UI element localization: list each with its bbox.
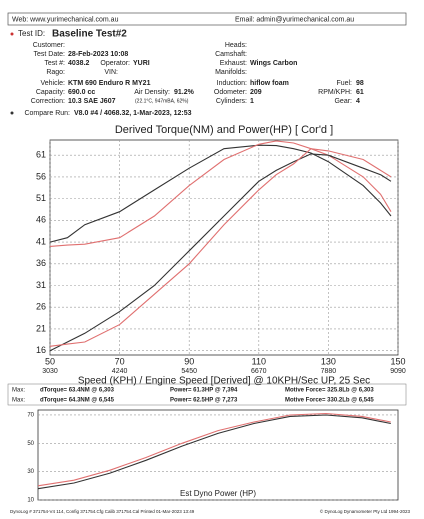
chart-title: Est Dyno Power (HP) <box>180 489 256 498</box>
y-tick-label: 10 <box>27 498 34 504</box>
field-label: Camshaft: <box>215 51 247 58</box>
y-tick-label: 51 <box>36 193 46 203</box>
field-label: Customer: <box>33 42 65 49</box>
field-label: Air Density: <box>134 89 170 96</box>
field-label: Induction: <box>217 80 247 87</box>
y-tick-label: 70 <box>27 413 34 419</box>
field-label: Vehicle: <box>40 80 65 87</box>
x-axis-label: Speed (KPH) / Engine Speed [Derived] @ 1… <box>78 376 370 387</box>
email: Email: admin@yurimechanical.com.au <box>235 16 354 23</box>
x-tick-label: 70 <box>115 356 125 366</box>
header-box <box>7 12 407 26</box>
field-label: Test #: <box>44 60 65 67</box>
y-tick-label: 41 <box>36 236 46 246</box>
field-value: 1 <box>250 98 254 105</box>
y-tick-label: 30 <box>27 469 34 475</box>
bullet <box>10 111 14 115</box>
max-item: dTorque= 63.4NM @ 6,303 <box>40 388 115 394</box>
field-label: Gear: <box>334 98 352 105</box>
x-tick-label: 110 <box>252 356 266 366</box>
max-item: dTorque= 64.3NM @ 6,545 <box>40 398 115 404</box>
x-tick-label: 150 <box>390 356 405 366</box>
x-tick-label: 130 <box>321 356 336 366</box>
test-id: Baseline Test#2 <box>52 29 127 40</box>
bullet <box>10 32 14 36</box>
field-value: 209 <box>250 89 262 96</box>
field-value: 690.0 cc <box>68 89 95 96</box>
field-value: KTM 690 Enduro R MY21 <box>68 80 151 87</box>
x2-tick-label: 6670 <box>251 368 267 375</box>
max-item: Motive Force= 330.2Lb @ 6,545 <box>285 398 374 404</box>
x2-tick-label: 9090 <box>390 368 406 375</box>
field-label: Cylinders: <box>216 98 247 105</box>
max-item: Motive Force= 325.8Lb @ 6,303 <box>285 388 374 394</box>
field-value: 28-Feb-2023 10:08 <box>68 51 128 58</box>
y-tick-label: 16 <box>36 345 46 355</box>
y-tick-label: 56 <box>36 171 46 181</box>
correction-conditions: (22.1°C, 947mBA, 62%) <box>135 98 189 104</box>
field-value: hiflow foam <box>250 80 289 87</box>
x-tick-label: 50 <box>45 356 55 366</box>
field-value: Wings Carbon <box>250 60 297 67</box>
max-item: Power= 61.3HP @ 7,394 <box>170 388 238 394</box>
test-id-label: Test ID: <box>18 29 45 38</box>
compare-value: V8.0 #4 / 4068.32, 1-Mar-2023, 12:53 <box>74 110 192 117</box>
field-value: 91.2% <box>174 89 195 96</box>
max-item: Power= 62.5HP @ 7,273 <box>170 398 238 404</box>
series-line <box>49 144 392 243</box>
footer-left: DynoLog # 371754-V4 114, Config 371754.C… <box>10 509 195 514</box>
series-line <box>49 153 392 352</box>
field-value: 98 <box>356 80 364 87</box>
x2-tick-label: 3030 <box>42 368 58 375</box>
field-label: Exhaust: <box>220 60 247 67</box>
field-value: 10.3 SAE J607 <box>68 98 116 105</box>
y-tick-label: 21 <box>36 323 46 333</box>
series-line <box>49 140 392 247</box>
x2-tick-label: 7880 <box>321 368 337 375</box>
y-tick-label: 50 <box>27 441 34 447</box>
max-label: Max: <box>12 388 25 394</box>
chart-title: Derived Torque(NM) and Power(HP) [ Cor'd… <box>115 124 333 136</box>
field-label: Rago: <box>46 69 65 76</box>
series-line <box>49 148 392 347</box>
field-label: Odometer: <box>214 89 247 96</box>
x-tick-label: 90 <box>184 356 194 366</box>
footer-right: © DynoLog Dynamometer Pty Ltd 1994-2023 <box>320 508 411 514</box>
field-label: Test Date: <box>33 51 65 58</box>
field-value: YURI <box>133 60 150 67</box>
max-box <box>7 383 407 406</box>
series-line <box>37 412 391 487</box>
field-label: RPM/KPH: <box>318 89 352 96</box>
field-label: Operator: <box>100 60 130 67</box>
field-label: VIN: <box>104 69 118 76</box>
y-tick-label: 61 <box>36 150 46 160</box>
compare-label: Compare Run: <box>24 110 70 117</box>
field-value: 4 <box>356 98 360 105</box>
plot-area <box>37 409 399 501</box>
y-tick-label: 46 <box>36 215 46 225</box>
web: Web: www.yurimechanical.com.au <box>12 16 119 23</box>
x2-tick-label: 5450 <box>181 368 197 375</box>
field-value: 4038.2 <box>68 60 90 67</box>
field-label: Capacity: <box>36 89 65 96</box>
field-label: Fuel: <box>336 80 352 87</box>
field-label: Correction: <box>31 98 65 105</box>
y-tick-label: 31 <box>36 280 46 290</box>
series-line <box>37 414 391 490</box>
y-tick-label: 26 <box>36 302 46 312</box>
y-tick-label: 36 <box>36 258 46 268</box>
max-label: Max: <box>12 398 25 404</box>
field-label: Heads: <box>225 42 247 49</box>
field-value: 61 <box>356 89 364 96</box>
plot-area <box>49 139 399 356</box>
field-label: Manifolds: <box>215 69 247 76</box>
x2-tick-label: 4240 <box>112 368 128 375</box>
